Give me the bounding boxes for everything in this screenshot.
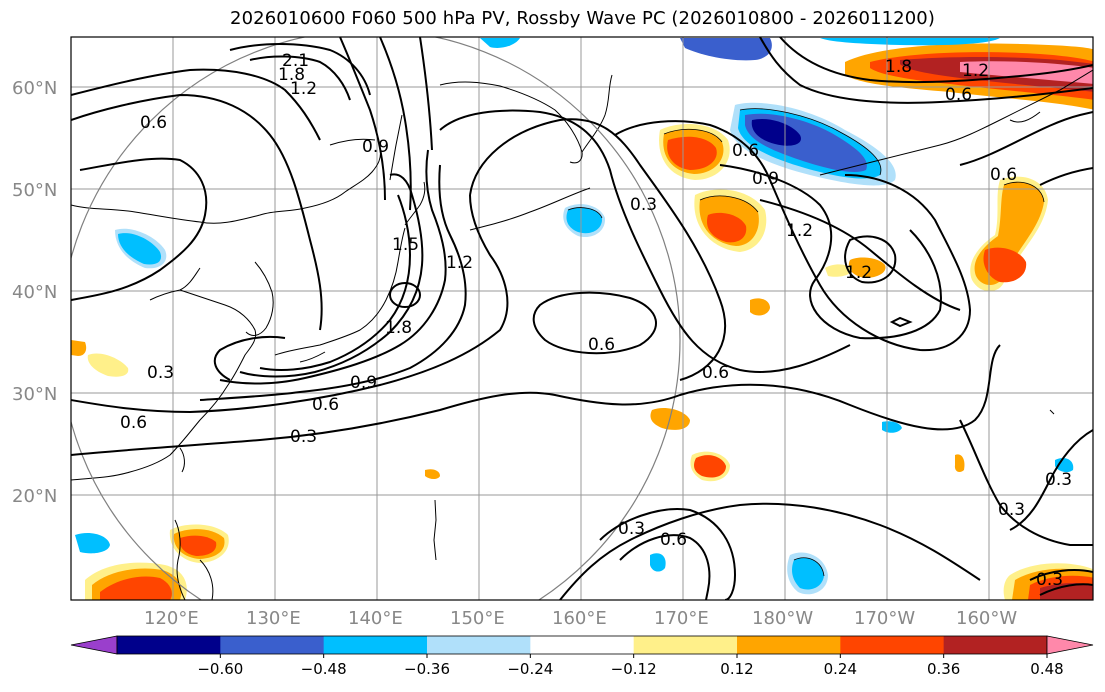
contour-label: 0.6 xyxy=(732,141,759,161)
contour-label: 0.6 xyxy=(312,395,339,415)
lon-label-120e: 120°E xyxy=(144,608,199,629)
contour-label: 1.2 xyxy=(290,79,317,99)
colorbar-tick-label: −0.60 xyxy=(197,660,243,678)
contour-label: 0.6 xyxy=(588,335,615,355)
contour-label: 0.3 xyxy=(1036,570,1063,590)
lat-label-60n: 60°N xyxy=(12,78,57,99)
lon-label-140e: 140°E xyxy=(348,608,403,629)
projection-circle xyxy=(71,37,681,600)
colorbar-cell xyxy=(220,636,325,654)
map-frame xyxy=(70,36,1094,601)
contour-label: 0.3 xyxy=(290,427,317,447)
chart-title: 2026010600 F060 500 hPa PV, Rossby Wave … xyxy=(230,8,935,29)
contour-label: 0.6 xyxy=(945,85,972,105)
colorbar-tick-label: 0.36 xyxy=(927,660,960,678)
contour-label: 2.1 xyxy=(282,51,309,71)
contour-label: 1.2 xyxy=(962,61,989,81)
colorbar-cell xyxy=(633,636,738,654)
colorbar-cell xyxy=(530,636,635,654)
colorbar-tick-label: 0.12 xyxy=(720,660,753,678)
contour-label: 0.9 xyxy=(752,169,779,189)
contour-label: 0.9 xyxy=(350,373,377,393)
contour-label: 1.8 xyxy=(278,65,305,85)
colorbar-cell xyxy=(737,636,841,654)
lon-label-180w: 180°W xyxy=(752,608,813,629)
colorbar-ticks: −0.60 −0.48 −0.36 −0.24 −0.12 0.12 0.24 0.36 0.4… xyxy=(197,654,1064,678)
graticule xyxy=(71,37,1093,600)
lat-label-20n: 20°N xyxy=(12,486,57,507)
contour-label: 1.2 xyxy=(786,221,813,241)
colorbar-cells xyxy=(116,635,1048,655)
lon-label-160e: 160°E xyxy=(552,608,607,629)
colorbar-arrow-left xyxy=(70,635,118,655)
colorbar-cell xyxy=(323,636,428,654)
colorbar-arrow-right xyxy=(1046,635,1094,655)
colorbar-cell xyxy=(840,636,945,654)
lon-label-170e: 170°E xyxy=(654,608,709,629)
lat-label-30n: 30°N xyxy=(12,384,57,405)
thin-contours xyxy=(567,108,1045,577)
colorbar-tick-label: −0.48 xyxy=(301,660,347,678)
coastlines xyxy=(71,69,1093,600)
colorbar: −0.60 −0.48 −0.36 −0.24 −0.12 0.12 0.24 0.36 0.4… xyxy=(70,635,1094,678)
colorbar-tick-label: 0.48 xyxy=(1030,660,1063,678)
lon-label-130e: 130°E xyxy=(246,608,301,629)
contour-label: 0.3 xyxy=(618,519,645,539)
lon-label-150e: 150°E xyxy=(450,608,505,629)
contour-label: 1.8 xyxy=(885,57,912,77)
contour-label: 1.8 xyxy=(385,318,412,338)
shading-layer xyxy=(71,38,1093,600)
contour-label: 1.5 xyxy=(392,235,419,255)
lon-label-160w: 160°W xyxy=(956,608,1017,629)
lat-label-50n: 50°N xyxy=(12,180,57,201)
colorbar-tick-label: −0.12 xyxy=(611,660,657,678)
contour-labels: 2.1 1.8 1.2 0.6 0.9 1.5 1.2 1.8 0.9 0.6 … xyxy=(120,51,1072,590)
colorbar-tick-label: −0.24 xyxy=(507,660,553,678)
longitude-labels: 120°E 130°E 140°E 150°E 160°E 170°E 180°… xyxy=(144,608,1017,629)
contour-label: 0.6 xyxy=(990,165,1017,185)
colorbar-cell xyxy=(117,636,221,654)
contour-label: 0.3 xyxy=(1045,470,1072,490)
lon-label-170w: 170°W xyxy=(854,608,915,629)
contour-label: 0.3 xyxy=(630,195,657,215)
contour-label: 0.6 xyxy=(140,113,167,133)
contour-label: 0.6 xyxy=(702,363,729,383)
lat-label-40n: 40°N xyxy=(12,282,57,303)
latitude-labels: 60°N 50°N 40°N 30°N 20°N xyxy=(12,78,57,507)
contour-label: 1.2 xyxy=(446,253,473,273)
map-background xyxy=(71,37,1093,600)
contour-label: 0.3 xyxy=(998,500,1025,520)
pv-contours xyxy=(71,37,1093,600)
contour-label: 0.3 xyxy=(147,363,174,383)
contour-label: 1.2 xyxy=(845,263,872,283)
colorbar-cell xyxy=(943,636,1048,654)
colorbar-tick-label: 0.24 xyxy=(824,660,857,678)
contour-label: 0.6 xyxy=(660,530,687,550)
colorbar-tick-label: −0.36 xyxy=(404,660,450,678)
contour-label: 0.9 xyxy=(362,137,389,157)
contour-label: 0.6 xyxy=(120,413,147,433)
colorbar-cell xyxy=(427,636,531,654)
